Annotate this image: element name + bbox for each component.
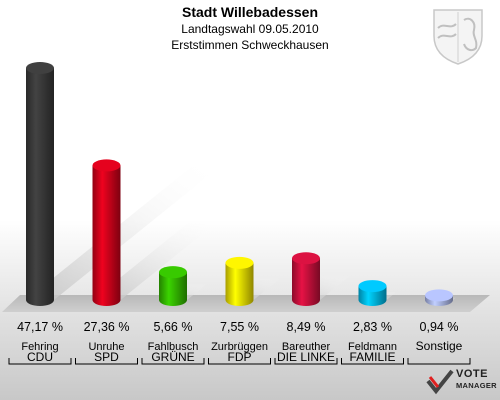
category-label-fdp: FDP [228, 350, 252, 364]
value-label-gr-ne: 5,66 % [154, 320, 193, 334]
logo-line-1: VOTE [456, 368, 488, 380]
bar-top-familie [358, 280, 387, 293]
label-bracket-cdu [8, 358, 72, 365]
candidate-label-familie: Feldmann [348, 341, 397, 353]
bar-top-gr-ne [159, 266, 187, 279]
bar-familie [358, 280, 387, 306]
value-label-sonstige: 0,94 % [420, 320, 459, 334]
category-label-gr-ne: GRÜNE [151, 350, 194, 364]
bar-top-fdp [225, 256, 254, 269]
bar-body-gr-ne [159, 272, 187, 306]
bar-spd [92, 159, 121, 306]
bar-body-cdu [26, 68, 54, 306]
chart-subsubtitle: Erststimmen Schweckhausen [171, 38, 329, 52]
candidate-label-die-linke: Bareuther [282, 341, 331, 353]
candidate-label-gr-ne: Fahlbusch [148, 341, 199, 353]
label-bracket-gr-ne [141, 358, 205, 365]
bar-cdu [26, 62, 54, 306]
candidate-label-cdu: Fehring [21, 341, 58, 353]
bar-sonstige [425, 289, 453, 306]
value-label-familie: 2,83 % [353, 320, 392, 334]
bar-body-fdp [225, 262, 254, 306]
label-bracket-fdp [208, 358, 271, 365]
category-label-die-linke: DIE LINKE [277, 350, 335, 364]
value-label-fdp: 7,55 % [220, 320, 259, 334]
chart-title: Stadt Willebadessen [181, 4, 319, 20]
bar-top-die-linke [292, 252, 320, 265]
coat-of-arms-icon [433, 9, 483, 65]
bar-shadow-cdu [26, 165, 222, 300]
bar-die-linke [292, 252, 320, 306]
bar-top-cdu [26, 62, 54, 74]
candidate-label-fdp: Zurbrüggen [211, 341, 268, 353]
value-label-die-linke: 8,49 % [287, 320, 326, 334]
value-label-spd: 27,36 % [84, 320, 130, 334]
candidate-label-spd: Unruhe [88, 341, 124, 353]
bar-body-spd [92, 165, 121, 306]
checkmark-icon [426, 369, 454, 395]
bar-gr-ne [159, 266, 187, 306]
logo-line-2: MANAGER [456, 381, 497, 390]
label-bracket-die-linke [274, 358, 338, 365]
bar-body-die-linke [292, 258, 320, 306]
chart-subtitle: Landtagswahl 09.05.2010 [181, 22, 319, 36]
bar-fdp [225, 256, 254, 306]
label-bracket-familie [341, 358, 404, 365]
value-label-cdu: 47,17 % [17, 320, 63, 334]
vote-manager-logo: VOTE MANAGER [426, 366, 498, 396]
bar-top-spd [92, 159, 121, 172]
bar-shadow-spd [92, 221, 218, 300]
category-label-spd: SPD [94, 350, 119, 364]
category-label-familie: FAMILIE [349, 350, 395, 364]
category-label-cdu: CDU [27, 350, 53, 364]
category-label-sonstige: Sonstige [416, 339, 463, 353]
label-bracket-spd [75, 358, 138, 365]
bar-top-sonstige [425, 289, 453, 302]
label-bracket-sonstige [407, 358, 471, 365]
